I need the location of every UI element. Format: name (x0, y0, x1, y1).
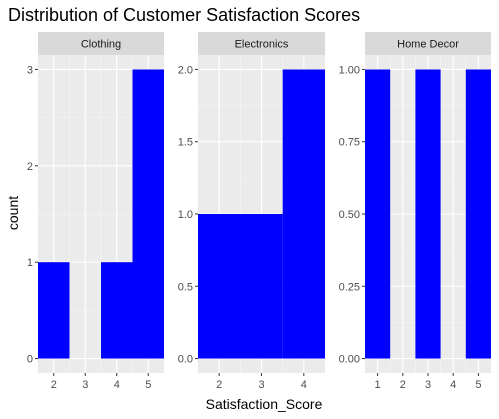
y-tick-label: 0.0 (178, 354, 193, 366)
x-tick-label: 3 (258, 379, 264, 391)
facet-panel-clothing: Clothing 0 1 2 3 2 3 4 5 (27, 32, 164, 391)
facet-strip (365, 32, 491, 55)
bar (282, 69, 325, 359)
y-tick-label: 1.00 (339, 64, 360, 76)
y-tick-label: 2.0 (178, 64, 193, 76)
bar (365, 69, 391, 359)
y-tick-label: 0 (27, 354, 33, 366)
x-tick-label: 2 (216, 379, 222, 391)
x-tick-label: 1 (375, 379, 381, 391)
facet-strip-label: Electronics (235, 39, 289, 51)
x-axis-title: Satisfaction_Score (206, 396, 323, 412)
x-tick-label: 2 (400, 379, 406, 391)
x-tick-label: 3 (82, 379, 88, 391)
facet-strip (198, 32, 325, 55)
x-tick-label: 5 (475, 379, 481, 391)
y-tick-label: 0.75 (339, 137, 360, 149)
x-tick-label: 2 (51, 379, 57, 391)
y-tick-label: 0.25 (339, 281, 360, 293)
y-axis-title: count (5, 196, 21, 230)
y-tick-label: 0.50 (339, 209, 360, 221)
x-tick-label: 5 (145, 379, 151, 391)
y-tick-label: 1.5 (178, 137, 193, 149)
bar (132, 69, 164, 359)
facet-strip-label: Clothing (81, 39, 121, 51)
y-tick-label: 0.5 (178, 281, 193, 293)
y-tick-label: 1 (27, 257, 33, 269)
bar (465, 69, 491, 359)
y-tick-label: 2 (27, 161, 33, 173)
bar (38, 262, 70, 359)
y-tick-label: 0.00 (339, 354, 360, 366)
y-tick-label: 3 (27, 64, 33, 76)
facet-panels: Clothing 0 1 2 3 2 3 4 5 Electronics 0.0 0.5 1.0 1.5 2… (27, 32, 491, 391)
facet-strip-label: Home Decor (397, 39, 459, 51)
bar (198, 214, 283, 359)
chart-title: Distribution of Customer Satisfaction Sc… (8, 5, 360, 25)
facet-panel-home-decor: Home Decor 0.00 0.25 0.50 0.75 1.00 1 2 3 4 5 (339, 32, 491, 391)
facet-strip (38, 32, 164, 55)
x-tick-label: 4 (114, 379, 120, 391)
x-tick-label: 4 (301, 379, 307, 391)
y-tick-label: 1.0 (178, 209, 193, 221)
bar (101, 262, 133, 359)
x-tick-label: 3 (425, 379, 431, 391)
facet-panel-electronics: Electronics 0.0 0.5 1.0 1.5 2.0 2 3 4 (178, 32, 325, 391)
x-tick-label: 4 (450, 379, 456, 391)
bar (415, 69, 441, 359)
